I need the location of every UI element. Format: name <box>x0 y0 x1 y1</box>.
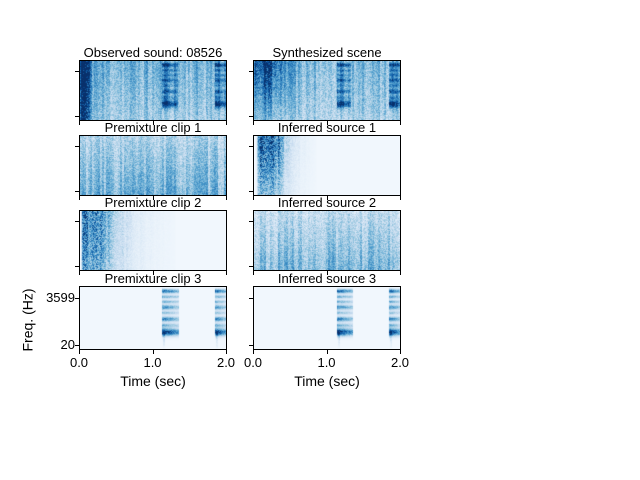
axis-tick <box>79 271 80 275</box>
axis-tick <box>327 350 328 354</box>
axis-tick <box>153 196 154 200</box>
x-axis-label-right: Time (sec) <box>294 373 360 389</box>
axis-tick <box>226 121 227 125</box>
axis-tick <box>75 298 79 299</box>
axis-tick <box>75 345 79 346</box>
panel-inferred-source-3: Inferred source 3 <box>253 272 401 350</box>
axis-tick <box>253 271 254 275</box>
x-tick-label-right-1.0: 1.0 <box>317 355 336 370</box>
panel-title-inferred-source-1: Inferred source 1 <box>277 120 377 135</box>
axis-tick <box>79 121 80 125</box>
spectrogram-premixture-clip-1 <box>80 136 226 195</box>
panel-inferred-source-1: Inferred source 1 <box>253 121 401 196</box>
axis-tick <box>153 350 154 354</box>
x-tick-label-right-2.0: 2.0 <box>390 355 410 370</box>
panel-title-synthesized-scene: Synthesized scene <box>272 45 382 60</box>
axis-tick <box>400 271 401 275</box>
y-axis-label: Freq. (Hz) <box>19 288 36 352</box>
panel-synthesized-scene: Synthesized scene <box>253 46 401 121</box>
panel-premixture-clip-3: Premixture clip 3 <box>79 272 227 350</box>
axis-tick <box>249 71 253 72</box>
axis-tick <box>226 271 227 275</box>
panel-observed-sound: Observed sound: 08526 <box>79 46 227 121</box>
axis-tick <box>249 298 253 299</box>
axis-tick <box>226 350 227 354</box>
axis-tick <box>153 121 154 125</box>
panel-premixture-clip-2: Premixture clip 2 <box>79 196 227 271</box>
axis-tick <box>249 116 253 117</box>
axis-tick <box>79 196 80 200</box>
x-axis-label-left: Time (sec) <box>120 373 186 389</box>
axis-tick <box>400 196 401 200</box>
panel-title-inferred-source-3: Inferred source 3 <box>277 271 377 286</box>
axis-tick <box>75 266 79 267</box>
y-tick-label-20: 20 <box>60 337 75 352</box>
axis-tick <box>249 345 253 346</box>
panel-title-premixture-clip-2: Premixture clip 2 <box>104 195 202 210</box>
axis-tick <box>400 350 401 354</box>
axis-tick <box>75 71 79 72</box>
spectrogram-observed-sound <box>80 61 226 120</box>
axis-tick <box>327 271 328 275</box>
axis-tick <box>249 266 253 267</box>
axis-tick <box>327 121 328 125</box>
y-tick-label-3599: 3599 <box>46 290 75 305</box>
spectrogram-inferred-source-1 <box>254 136 400 195</box>
panel-title-premixture-clip-3: Premixture clip 3 <box>104 271 202 286</box>
panel-inferred-source-2: Inferred source 2 <box>253 196 401 271</box>
panel-title-inferred-source-2: Inferred source 2 <box>277 195 377 210</box>
axis-tick <box>400 121 401 125</box>
axis-tick <box>75 191 79 192</box>
axis-tick <box>75 221 79 222</box>
axis-tick <box>226 196 227 200</box>
x-tick-label-left-0.0: 0.0 <box>69 355 89 370</box>
spectrogram-inferred-source-2 <box>254 211 400 270</box>
axis-tick <box>75 146 79 147</box>
axis-tick <box>327 196 328 200</box>
axis-tick <box>75 116 79 117</box>
axis-tick <box>153 271 154 275</box>
spectrogram-premixture-clip-3 <box>80 287 226 349</box>
axis-tick <box>253 350 254 354</box>
axis-tick <box>79 350 80 354</box>
axis-tick <box>253 121 254 125</box>
x-tick-label-left-1.0: 1.0 <box>143 355 162 370</box>
axis-tick <box>249 146 253 147</box>
x-tick-label-left-2.0: 2.0 <box>216 355 236 370</box>
spectrogram-synthesized-scene <box>254 61 400 120</box>
x-tick-label-right-0.0: 0.0 <box>243 355 263 370</box>
axis-tick <box>253 196 254 200</box>
panel-title-observed-sound: Observed sound: 08526 <box>83 45 223 60</box>
spectrogram-inferred-source-3 <box>254 287 400 349</box>
axis-tick <box>249 221 253 222</box>
panel-premixture-clip-1: Premixture clip 1 <box>79 121 227 196</box>
panel-title-premixture-clip-1: Premixture clip 1 <box>104 120 202 135</box>
axis-tick <box>249 191 253 192</box>
spectrogram-premixture-clip-2 <box>80 211 226 270</box>
